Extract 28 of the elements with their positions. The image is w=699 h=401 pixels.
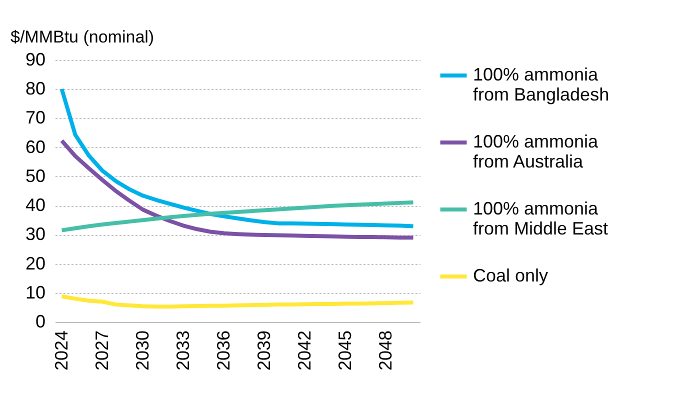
- x-tick-label: 2039: [254, 330, 274, 371]
- legend-label: 100% ammonia from Middle East: [473, 198, 608, 238]
- y-tick-label: 40: [25, 195, 46, 216]
- x-tick-label: 2030: [132, 330, 152, 371]
- legend-label: 100% ammonia from Australia: [473, 132, 600, 172]
- y-tick-label: 90: [25, 50, 46, 70]
- x-tick-label: 2036: [213, 330, 234, 371]
- line-series: [60, 87, 416, 228]
- legend-label: 100% ammonia from Bangladesh: [473, 64, 610, 104]
- y-tick-label: 80: [25, 78, 46, 99]
- x-tick-label: 2042: [294, 330, 315, 371]
- y-tick-label: 0: [35, 312, 46, 332]
- line-series: [60, 294, 416, 309]
- line-series: [60, 138, 416, 240]
- y-tick-label: 60: [25, 136, 46, 157]
- x-tick-label: 2045: [335, 330, 356, 371]
- x-tick-label: 2048: [376, 330, 396, 371]
- y-tick-label: 10: [25, 282, 46, 302]
- x-tick-label: 2027: [92, 330, 112, 371]
- y-axis-title: $/MMBtu (nominal): [10, 28, 154, 46]
- y-tick-label: 30: [25, 224, 46, 244]
- y-tick-label: 70: [25, 108, 46, 128]
- x-tick-label: 2033: [172, 330, 193, 371]
- legend-label: Coal only: [473, 266, 548, 286]
- y-tick-label: 50: [25, 166, 46, 186]
- line-series: [60, 200, 416, 232]
- y-tick-label: 20: [25, 253, 46, 274]
- x-tick-label: 2024: [51, 330, 72, 371]
